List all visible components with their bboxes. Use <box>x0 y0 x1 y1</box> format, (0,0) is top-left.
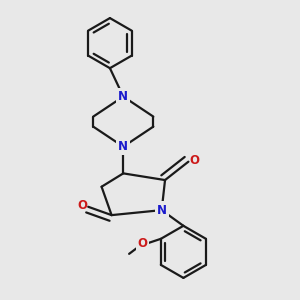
Text: N: N <box>157 204 167 217</box>
Text: O: O <box>77 199 87 212</box>
Text: N: N <box>118 140 128 153</box>
Text: N: N <box>118 90 128 103</box>
Text: O: O <box>189 154 200 166</box>
Text: O: O <box>137 237 148 250</box>
